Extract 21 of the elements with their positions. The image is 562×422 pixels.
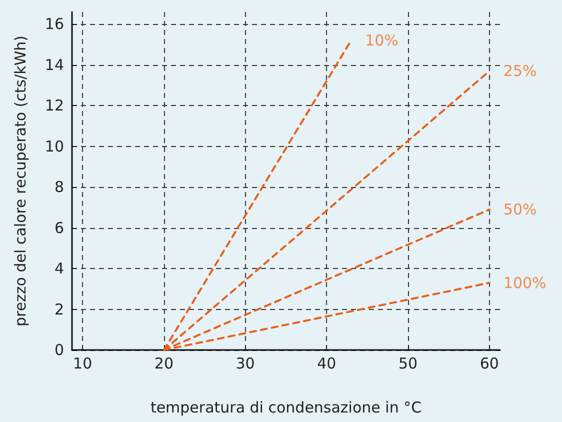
x-tick-label: 30: [236, 354, 255, 372]
x-tick-label: 50: [398, 354, 418, 372]
y-tick-label: 14: [44, 56, 64, 74]
series-label: 25%: [503, 62, 537, 80]
y-tick-label: 6: [54, 218, 64, 237]
x-tick-label: 10: [73, 354, 92, 372]
x-axis-title: temperatura di condensazione in °C: [150, 398, 422, 416]
y-axis-title: prezzo del calore recuperato (cts/kWh): [12, 35, 30, 327]
y-tick-label: 12: [44, 96, 64, 115]
series-label: 50%: [503, 200, 537, 219]
series-label: 100%: [503, 274, 546, 292]
y-tick-label: 2: [54, 300, 64, 318]
series-label: 10%: [365, 32, 398, 50]
y-tick-label: 10: [44, 137, 64, 156]
x-tick-label: 60: [480, 354, 499, 372]
x-tick-label: 20: [154, 354, 174, 372]
y-tick-label: 8: [54, 178, 64, 196]
y-tick-label: 16: [44, 15, 64, 34]
x-tick-label: 40: [317, 354, 336, 372]
y-tick-label: 4: [54, 260, 64, 278]
y-tick-label: 0: [54, 341, 64, 359]
